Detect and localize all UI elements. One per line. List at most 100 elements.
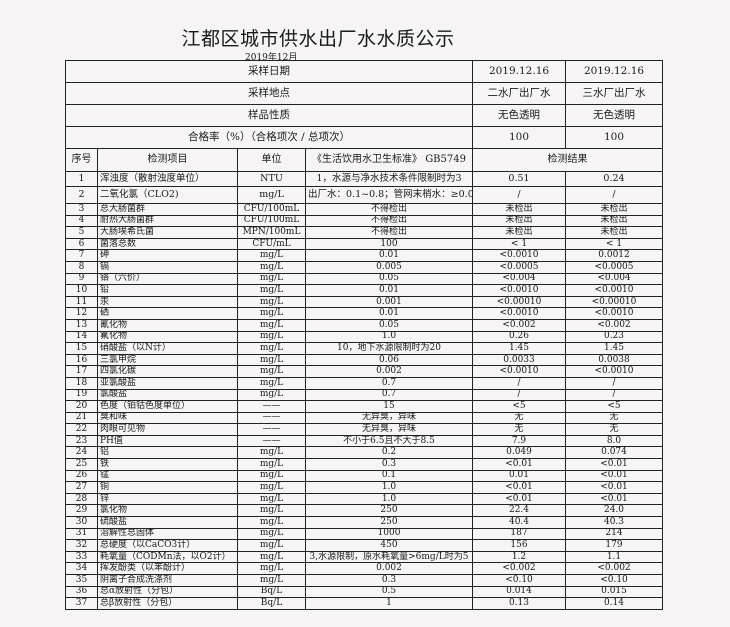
table-row: 27 铜 mg/L 1.0 <0.01 <0.01 [65,481,663,494]
sample-nature-row: 样品性质 无色透明 无色透明 [65,104,663,127]
item-cell: PH值 [97,434,238,448]
unit-cell: mg/L [237,469,306,483]
table-row: 34 挥发酚类（以苯酚计） mg/L 0.002 <0.002 <0.002 [65,562,663,575]
unit-cell: mg/L [237,272,306,286]
unit-cell: mg/L [237,365,306,378]
standard-cell: 0.002 [305,562,473,575]
standard-cell: 0.01 [305,249,473,262]
unit-cell: mg/L [237,481,306,494]
seq-cell: 34 [65,562,98,575]
meta-value: 2019.12.16 [472,60,566,83]
meta-value: 三水厂出厂水 [565,82,663,105]
seq-cell: 36 [65,585,98,599]
water-quality-table: 采样日期 2019.12.16 2019.12.16 采样地点 二水厂出厂水 三… [65,60,663,610]
item-cell: 氰化物 [97,318,238,332]
table-row: 15 硝酸盐（以N计） mg/L 10，地下水源限制时为20 1.45 1.45 [65,342,663,355]
result-plant2-cell: <0.004 [472,272,566,286]
unit-cell: mg/L [237,574,306,587]
result-plant2-cell: <0.01 [472,492,566,506]
table-row: 18 亚氯酸盐 mg/L 0.7// [65,376,663,390]
header-item: 检测项目 [97,148,238,172]
item-cell: 锰 [97,469,238,483]
result-plant2-cell: <0.0010 [472,284,566,297]
table-row: 10 铅 mg/L 0.01 <0.0010 <0.0010 [65,284,663,297]
standard-cell: 0.3 [305,458,473,471]
standard-cell: 不得检出 [305,214,473,228]
table-row: 22 肉眼可见物 —— 无异臭，异味无无 [65,423,663,436]
unit-cell: mg/L [237,458,306,471]
header-standard: 《生活饮用水卫生标准》 GB5749 [305,148,473,172]
standard-cell: 0.002 [305,365,473,378]
unit-cell: mg/L [237,550,306,564]
result-plant3-cell: <0.00010 [565,295,663,309]
table-row: 24 铝 mg/L 0.2 0.049 0.074 [65,446,663,460]
table-row: 32 总硬度（以CaCO3计） mg/L 450 156 179 [65,539,663,552]
table-row: 14 氟化物 mg/L 1.0 0.26 0.23 [65,330,663,344]
result-plant3-cell: 40.3 [565,516,663,529]
seq-cell: 23 [65,434,98,448]
result-plant2-cell: <0.10 [472,574,566,587]
seq-cell: 18 [65,376,98,390]
standard-cell: 450 [305,539,473,552]
result-plant3-cell: <0.0010 [565,365,663,378]
result-plant3-cell: <0.0010 [565,307,663,320]
standard-cell: 0.06 [305,353,473,367]
unit-cell: mg/L [237,388,306,402]
result-plant2-cell: / [472,388,566,402]
seq-cell: 12 [65,307,98,320]
meta-value: 二水厂出厂水 [472,82,566,105]
unit-cell: —— [237,423,306,436]
unit-cell: mg/L [237,249,306,262]
meta-label: 样品性质 [65,104,473,127]
table-row: 9 铬（六价） mg/L 0.05 <0.004 <0.004 [65,272,663,286]
seq-cell: 16 [65,353,98,367]
result-plant3-cell: / [565,388,663,402]
result-plant2-cell: / [472,376,566,390]
result-plant2-cell: <0.002 [472,562,566,575]
unit-cell: mg/L [237,295,306,309]
result-plant3-cell: <0.002 [565,318,663,332]
item-cell: 镉 [97,260,238,274]
standard-cell: 1.0 [305,492,473,506]
seq-cell: 9 [65,272,98,286]
seq-cell: 14 [65,330,98,344]
result-plant3-cell: 24.0 [565,504,663,518]
unit-cell: MPN/100mL [237,226,306,239]
seq-cell: 26 [65,469,98,483]
table-row: 26 锰 mg/L 0.1 0.01 <0.01 [65,469,663,483]
unit-cell: mg/L [237,284,306,297]
table-row: 19 氯酸盐 mg/L 0.7// [65,388,663,402]
result-plant3-cell: <0.004 [565,272,663,286]
item-cell: 总硬度（以CaCO3计） [97,539,238,552]
header-result: 检测结果 [472,148,663,172]
standard-cell: 0.7 [305,376,473,390]
standard-cell: 出厂水：0.1~0.8；管网末梢水：≥0.02 [305,186,473,204]
table-row: 11 汞 mg/L 0.001 <0.00010 <0.00010 [65,295,663,309]
result-plant2-cell: 0.049 [472,446,566,460]
result-plant3-cell: <0.10 [565,574,663,587]
standard-cell: 1000 [305,527,473,541]
unit-cell: mg/L [237,516,306,529]
standard-cell: 0.3 [305,574,473,587]
seq-cell: 20 [65,400,98,413]
meta-value: 100 [565,126,663,149]
item-cell: 二氧化氯（CLO2) [97,186,238,204]
seq-cell: 25 [65,458,98,471]
seq-cell: 24 [65,446,98,460]
item-cell: 阴离子合成洗涤剂 [97,574,238,587]
seq-cell: 29 [65,504,98,518]
seq-cell: 15 [65,342,98,355]
standard-cell: 无异臭，异味 [305,411,473,425]
result-plant3-cell: / [565,376,663,390]
result-plant3-cell: 未检出 [565,214,663,228]
meta-value: 无色透明 [565,104,663,127]
meta-value: 2019.12.16 [565,60,663,83]
result-plant3-cell: <0.0005 [565,260,663,274]
item-cell: 铬（六价） [97,272,238,286]
seq-cell: 5 [65,226,98,239]
result-plant2-cell: 未检出 [472,214,566,228]
sampling-date-row: 采样日期 2019.12.16 2019.12.16 [65,60,663,83]
item-cell: 臭和味 [97,411,238,425]
item-cell: 三氯甲烷 [97,353,238,367]
standard-cell: 15 [305,400,473,413]
